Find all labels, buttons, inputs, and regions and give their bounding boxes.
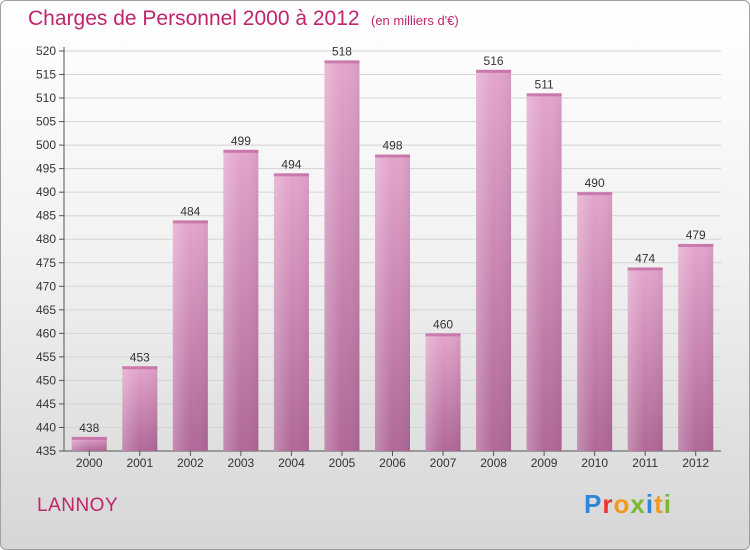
- y-tick-label: 470: [36, 279, 56, 293]
- y-tick-label: 475: [36, 256, 56, 270]
- x-tick-label: 2009: [531, 456, 558, 470]
- x-tick-label: 2002: [177, 456, 204, 470]
- bar-sheen-2001: [122, 366, 158, 451]
- data-label: 511: [535, 77, 554, 91]
- chart-subtitle: (en milliers d'€): [371, 13, 459, 28]
- y-tick-label: 500: [36, 138, 56, 152]
- bar-top-edge-2004: [273, 173, 309, 177]
- x-tick-label: 2004: [278, 456, 305, 470]
- bar-sheen-2007: [425, 333, 461, 451]
- data-label: 494: [281, 157, 301, 171]
- logo-letter: i: [645, 489, 655, 519]
- logo-letter: o: [613, 489, 631, 519]
- proxiti-logo: Proxiti: [584, 489, 672, 520]
- x-tick-label: 2005: [329, 456, 356, 470]
- bar-sheen-2011: [627, 267, 663, 451]
- bar-top-edge-2009: [526, 93, 562, 97]
- data-label: 484: [180, 204, 200, 218]
- bar-top-edge-2007: [425, 333, 461, 337]
- logo-letter: x: [630, 489, 646, 519]
- y-tick-label: 480: [36, 232, 56, 246]
- bar-sheen-2010: [577, 192, 613, 452]
- bar-sheen-2006: [375, 154, 410, 451]
- bar-sheen-2000: [71, 436, 107, 451]
- bar-top-edge-2008: [476, 69, 512, 73]
- y-tick-label: 490: [36, 185, 56, 199]
- bar-top-edge-2002: [172, 220, 208, 224]
- bar-top-edge-2010: [577, 192, 613, 196]
- y-tick-label: 485: [36, 209, 56, 223]
- y-tick-label: 465: [36, 303, 56, 317]
- data-label: 460: [433, 317, 453, 331]
- y-tick-label: 445: [36, 397, 56, 411]
- bar-top-edge-2005: [324, 60, 360, 64]
- y-tick-label: 460: [36, 326, 56, 340]
- data-label: 474: [635, 251, 655, 265]
- x-tick-label: 2011: [632, 456, 658, 470]
- y-tick-label: 450: [36, 373, 56, 387]
- data-label: 516: [484, 54, 504, 68]
- bar-top-edge-2000: [71, 436, 107, 440]
- logo-letter: P: [584, 489, 603, 519]
- logo-letter: t: [654, 489, 664, 519]
- data-label: 438: [79, 421, 99, 435]
- bar-sheen-2008: [476, 69, 512, 451]
- bar-top-edge-2011: [627, 267, 663, 271]
- bar-top-edge-2001: [122, 366, 158, 370]
- y-tick-label: 435: [36, 444, 56, 458]
- y-tick-label: 505: [36, 115, 56, 129]
- data-label: 453: [130, 350, 150, 364]
- x-tick-label: 2008: [480, 456, 507, 470]
- x-tick-label: 2006: [379, 456, 406, 470]
- data-label: 479: [686, 228, 706, 242]
- x-tick-label: 2001: [126, 456, 153, 470]
- data-label: 518: [332, 44, 352, 58]
- x-tick-label: 2007: [430, 456, 457, 470]
- y-tick-label: 495: [36, 162, 56, 176]
- y-tick-label: 455: [36, 350, 56, 364]
- bar-top-edge-2003: [223, 149, 259, 153]
- commune-name: LANNOY: [37, 495, 119, 516]
- logo-letter: i: [663, 489, 672, 519]
- chart-title: Charges de Personnel 2000 à 2012: [28, 7, 360, 30]
- bar-sheen-2005: [324, 60, 360, 451]
- bar-top-edge-2012: [678, 243, 714, 247]
- x-tick-label: 2010: [581, 456, 608, 470]
- bar-sheen-2009: [526, 93, 562, 452]
- y-tick-label: 520: [36, 44, 56, 58]
- data-label: 490: [585, 176, 605, 190]
- y-tick-label: 510: [36, 91, 56, 105]
- y-tick-label: 440: [36, 420, 56, 434]
- x-tick-label: 2012: [682, 456, 709, 470]
- bar-sheen-2003: [223, 149, 259, 451]
- x-tick-label: 2000: [76, 456, 103, 470]
- data-label: 498: [382, 139, 402, 153]
- bar-top-edge-2006: [375, 154, 410, 158]
- data-label: 499: [231, 134, 251, 148]
- y-tick-label: 515: [36, 68, 56, 82]
- logo-letter: r: [602, 489, 614, 519]
- bar-sheen-2002: [172, 220, 208, 451]
- bar-sheen-2012: [678, 243, 714, 451]
- bar-sheen-2004: [273, 173, 309, 451]
- x-tick-label: 2003: [228, 456, 255, 470]
